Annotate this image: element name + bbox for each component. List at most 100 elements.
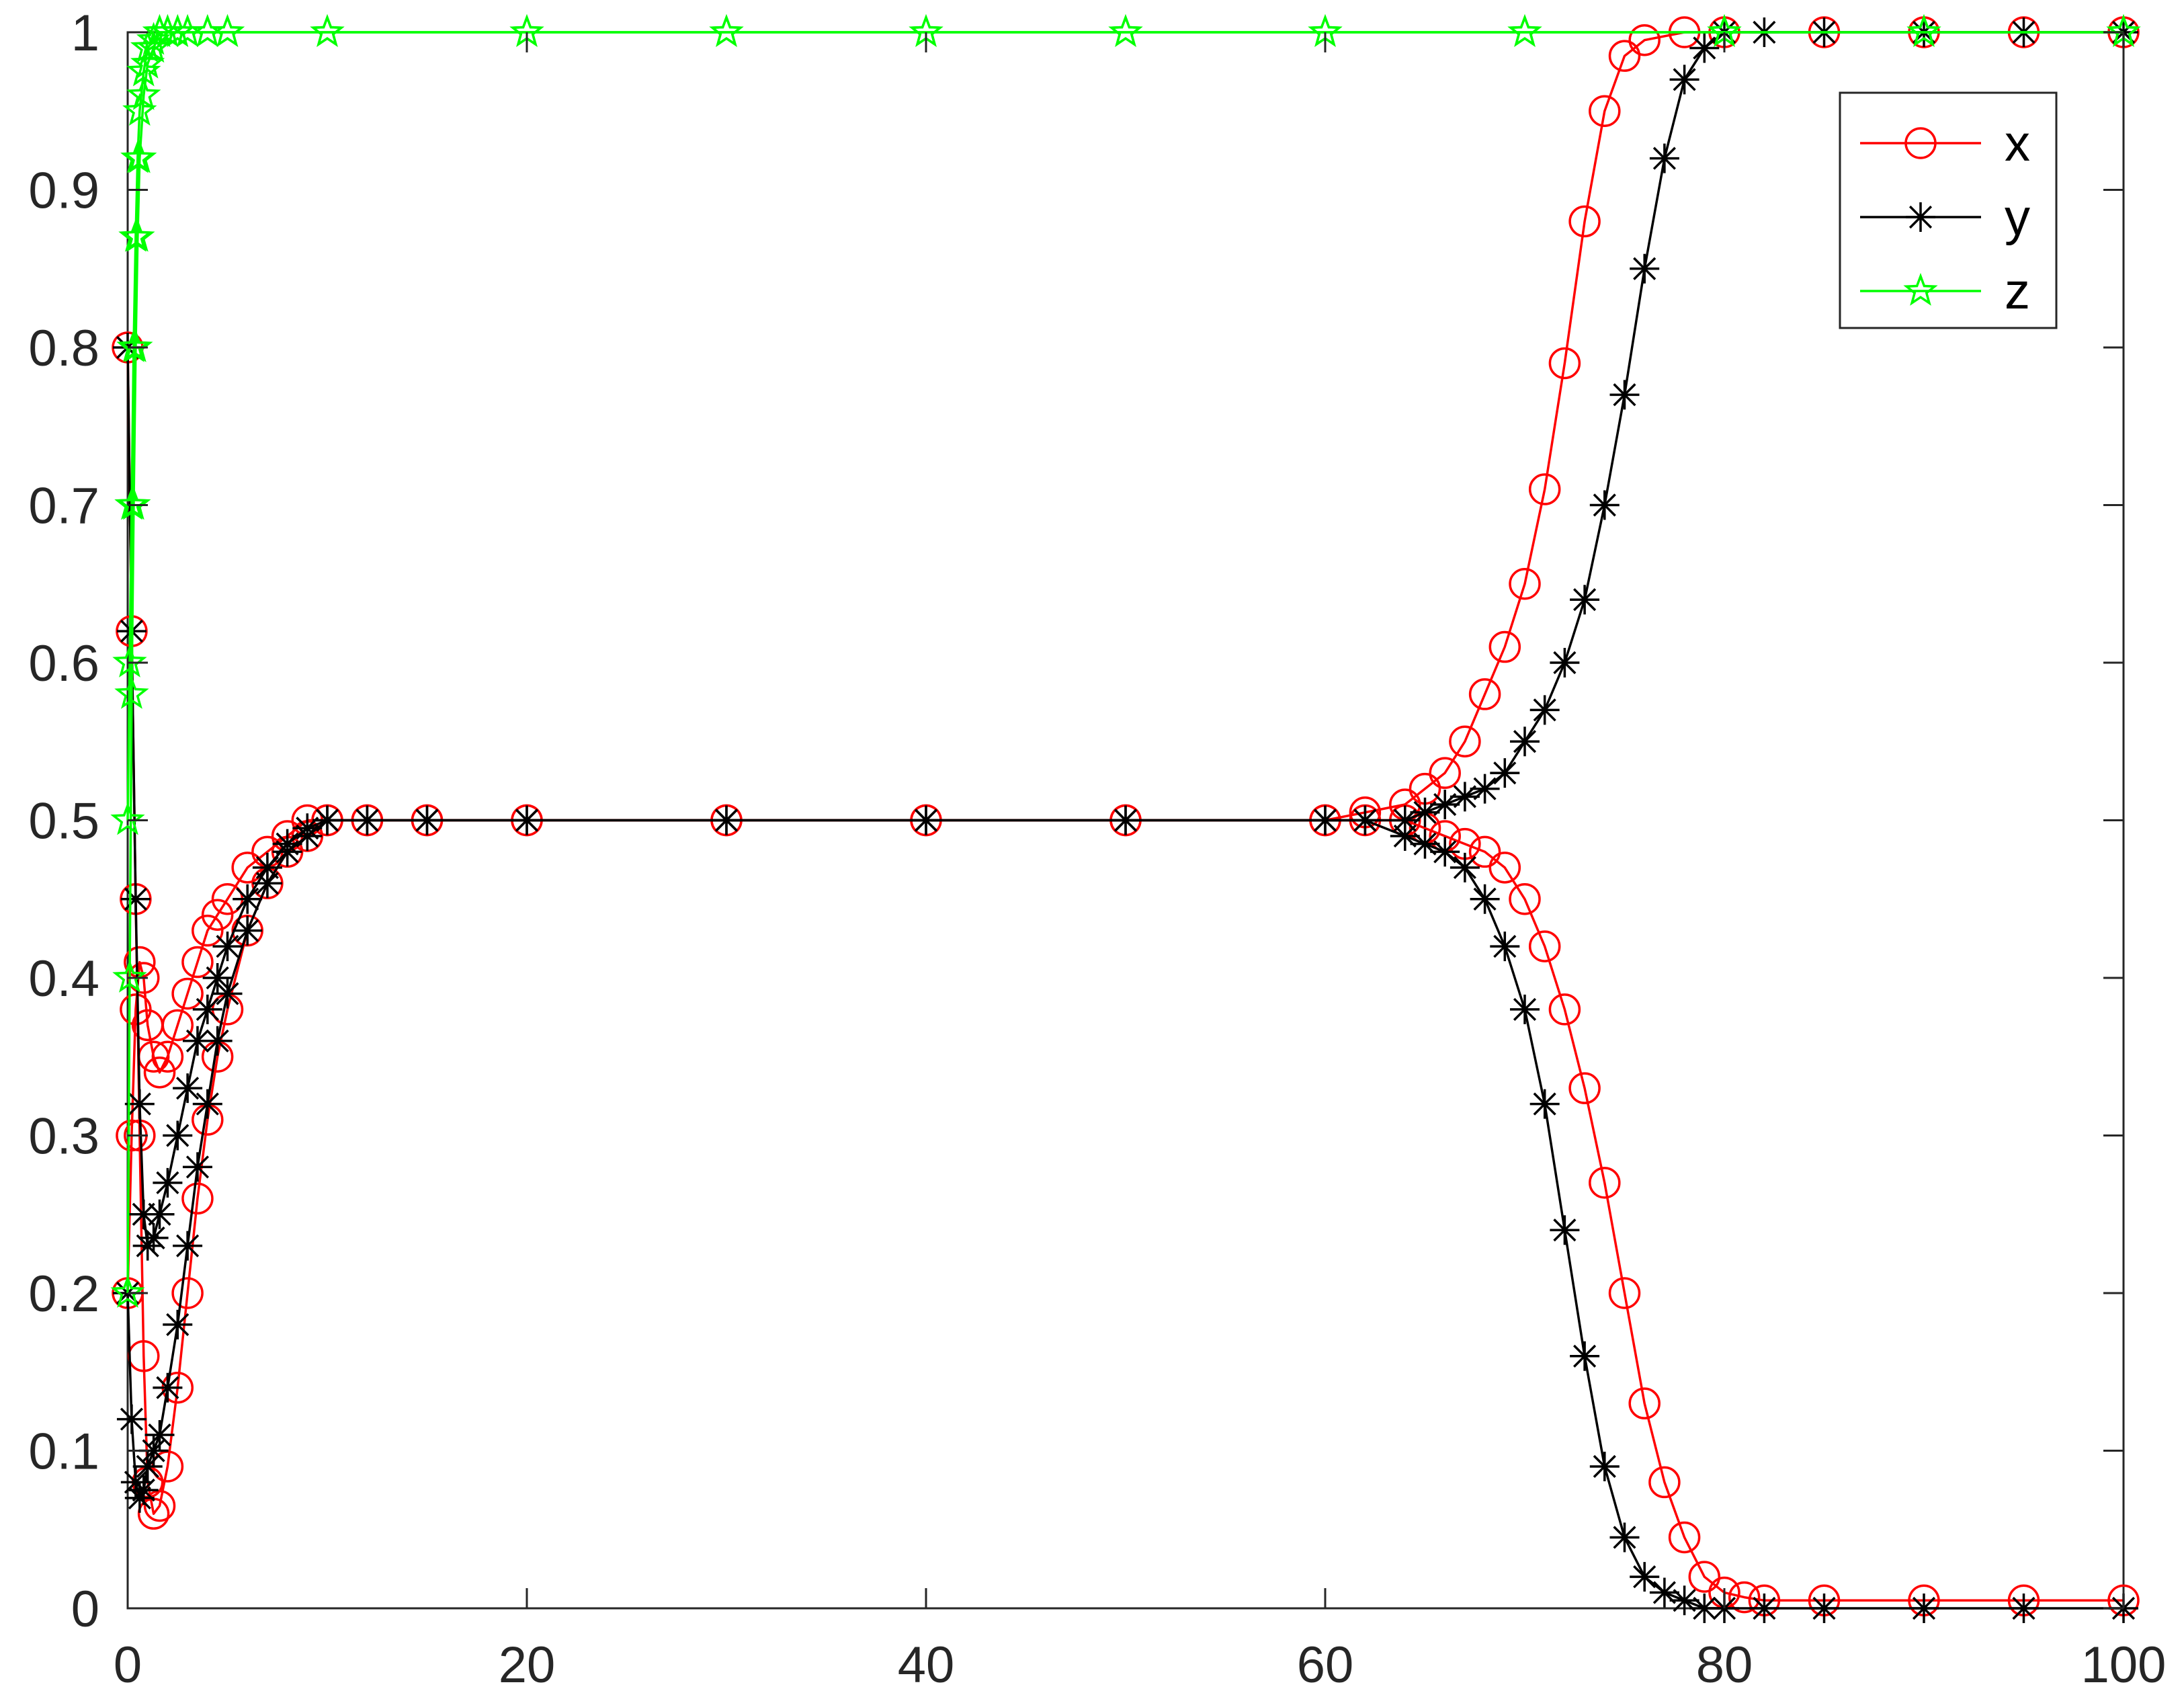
data-point-z: [122, 140, 157, 173]
x-tick-label: 20: [499, 1637, 556, 1694]
data-point-y: [182, 1152, 212, 1182]
data-point-x: [1488, 852, 1521, 884]
data-point-x: [1509, 883, 1541, 915]
data-point-x: [201, 899, 234, 931]
data-point-z: [112, 645, 147, 677]
legend-box: [1839, 91, 2058, 329]
data-point-y: [1490, 932, 1520, 962]
data-point-y: [192, 994, 222, 1024]
ticks-group: 0 20 40 60 80 100 0 0.1 0.2 0.3 0.4 0.5 0.6 0.7 0.8 0.9…: [28, 5, 2166, 1694]
y-tick-label: 0.5: [28, 793, 99, 850]
data-point-y: [116, 1404, 146, 1434]
data-point-y: [252, 852, 282, 882]
data-point-x: [171, 1277, 204, 1309]
data-point-y: [1649, 143, 1679, 173]
data-point-y: [1529, 1089, 1560, 1119]
data-point-y: [1470, 774, 1500, 804]
data-point-y: [1669, 65, 1699, 95]
data-point-z: [709, 13, 744, 47]
data-point-y: [1689, 33, 1720, 63]
data-point-y: [1749, 1594, 1779, 1623]
data-point-y: [1529, 695, 1560, 725]
data-point-x: [151, 1040, 184, 1073]
legend-marker-y: [1906, 202, 1935, 232]
data-point-x: [1628, 1387, 1661, 1419]
series-z: [110, 13, 2141, 1308]
data-point-z: [130, 45, 165, 79]
data-point-y: [1570, 1341, 1600, 1371]
data-point-y: [1510, 727, 1540, 757]
series-line-x: [126, 819, 2124, 1602]
legend-marker-x: [1904, 127, 1937, 159]
data-point-z: [1906, 13, 1941, 47]
data-point-x: [1668, 1521, 1701, 1554]
y-tick-label: 0.4: [28, 950, 99, 1007]
data-point-x: [1429, 757, 1461, 789]
data-point-x: [1509, 568, 1541, 600]
data-point-y: [911, 805, 941, 835]
data-point-y: [192, 1089, 222, 1119]
data-point-y: [182, 1026, 212, 1056]
data-point-x: [143, 1056, 176, 1089]
data-point-y: [1430, 790, 1460, 820]
data-point-y: [173, 1231, 203, 1261]
data-point-y: [2009, 1594, 2039, 1623]
data-point-y: [1589, 490, 1620, 520]
data-point-z: [310, 13, 345, 47]
data-point-x: [192, 914, 224, 947]
data-point-y: [144, 1199, 175, 1229]
data-point-y: [412, 805, 442, 835]
data-point-x: [1449, 725, 1481, 757]
series-group: [110, 13, 2141, 1623]
data-point-x: [1548, 993, 1581, 1026]
data-point-y: [1410, 797, 1440, 827]
data-point-y: [1669, 1585, 1699, 1616]
data-point-z: [160, 14, 195, 47]
data-point-y: [1390, 805, 1420, 835]
data-point-y: [352, 805, 382, 835]
series-line-x: [126, 31, 2124, 1516]
data-point-z: [1507, 13, 1542, 47]
data-point-z: [126, 77, 161, 110]
data-point-y: [512, 805, 542, 835]
data-point-z: [112, 960, 147, 993]
data-point-x: [1488, 630, 1521, 663]
y-tick-label: 0.9: [28, 163, 99, 220]
data-point-x: [1688, 1561, 1721, 1593]
data-point-y: [1609, 380, 1640, 410]
x-tick-label: 80: [1696, 1637, 1753, 1694]
data-point-y: [163, 1120, 193, 1151]
data-point-x: [1608, 1277, 1641, 1309]
data-point-z: [120, 218, 155, 252]
data-point-y: [292, 821, 323, 851]
y-tick-label: 0.1: [28, 1423, 99, 1481]
data-point-x: [1628, 24, 1661, 56]
data-point-y: [128, 1475, 159, 1505]
data-point-x: [1468, 835, 1501, 868]
data-point-y: [1550, 648, 1580, 677]
data-point-x: [120, 993, 152, 1026]
data-point-x: [143, 1489, 176, 1522]
data-point-y: [153, 1167, 183, 1198]
data-point-y: [132, 1451, 163, 1481]
data-point-x: [1589, 95, 1621, 127]
data-point-y: [138, 1436, 169, 1466]
data-point-y: [1649, 1577, 1679, 1608]
data-point-y: [1570, 585, 1600, 615]
data-point-x: [1589, 1167, 1621, 1199]
x-tick-label: 40: [898, 1637, 955, 1694]
data-point-y: [1450, 782, 1480, 812]
data-point-y: [1410, 829, 1440, 859]
legend-label-z: z: [2005, 263, 2030, 320]
y-tick-label: 1: [71, 5, 99, 62]
y-tick-label: 0.8: [28, 320, 99, 377]
x-tick-label: 100: [2081, 1637, 2167, 1694]
data-point-x: [171, 977, 204, 1010]
data-point-y: [1450, 852, 1480, 882]
data-point-y: [128, 1199, 159, 1229]
data-point-y: [1589, 1451, 1620, 1481]
data-point-z: [110, 802, 145, 835]
data-point-y: [1630, 253, 1660, 284]
data-point-y: [1909, 1594, 1939, 1623]
